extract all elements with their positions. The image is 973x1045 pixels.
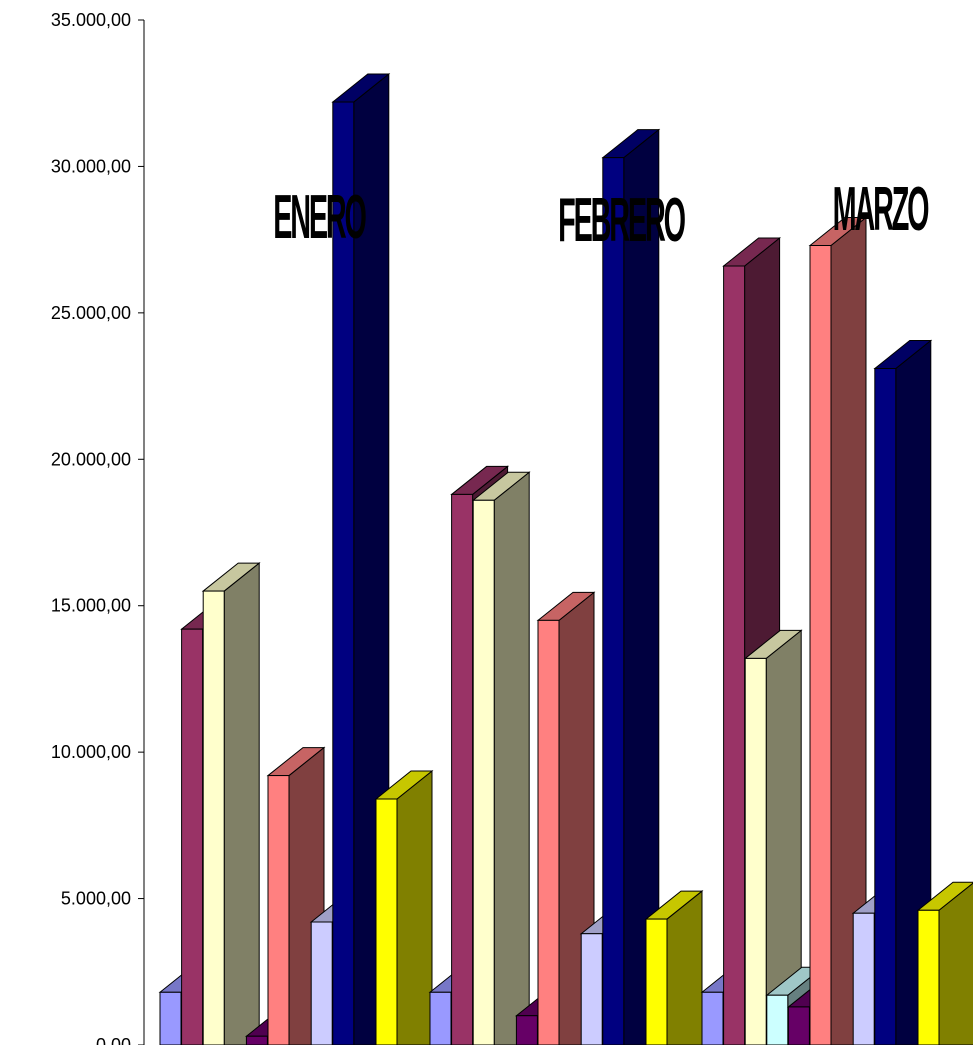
- y-tick-label: 5.000,00: [61, 889, 131, 909]
- bar: [873, 339, 933, 1045]
- bar: [743, 629, 803, 1045]
- category-label: ENERO: [273, 183, 366, 252]
- bar: [201, 562, 261, 1045]
- category-label: FEBRERO: [558, 186, 685, 255]
- y-axis: 0,00 5.000,00 10.000,00 15.000,00 20.000,00 2…: [51, 10, 145, 1045]
- y-tick-label: 35.000,00: [51, 10, 131, 30]
- bars: [158, 72, 973, 1045]
- y-tick-label: 10.000,00: [51, 742, 131, 762]
- bar: [644, 890, 704, 1045]
- bar: [374, 769, 434, 1045]
- bar: [808, 216, 868, 1045]
- y-tick-label: 15.000,00: [51, 596, 131, 616]
- y-tick-label: 0,00: [96, 1035, 131, 1045]
- y-tick-label: 20.000,00: [51, 449, 131, 469]
- bar: [601, 128, 661, 1045]
- category-label: MARZO: [833, 175, 929, 244]
- category-labels: ENERO FEBRERO MARZO: [273, 175, 931, 255]
- y-tick-label: 30.000,00: [51, 156, 131, 176]
- bar: [471, 471, 531, 1045]
- bar: [916, 881, 973, 1045]
- y-tick-label: 25.000,00: [51, 303, 131, 323]
